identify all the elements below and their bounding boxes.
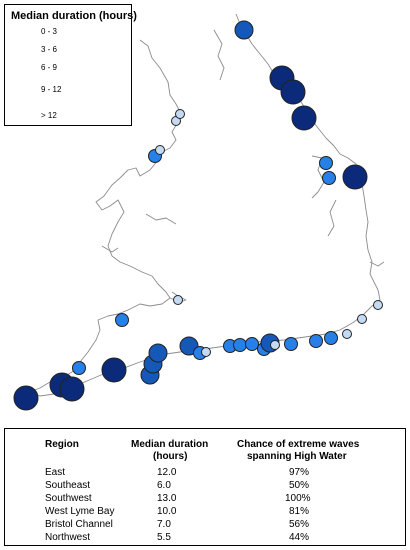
- gauge-marker: [201, 347, 211, 357]
- legend-label-class-1: 0 - 3: [41, 27, 58, 36]
- row-duration: 13.0: [157, 493, 177, 504]
- gauge-marker: [324, 331, 338, 345]
- gauge-marker: [309, 334, 323, 348]
- gauge-marker: [319, 156, 333, 170]
- gauge-marker: [291, 105, 317, 131]
- row-chance: 100%: [285, 493, 311, 504]
- row-region: Southeast: [45, 480, 91, 491]
- row-chance: 97%: [289, 467, 310, 478]
- header-chance-line2: spanning High Water: [247, 451, 347, 462]
- row-chance: 50%: [289, 480, 310, 491]
- header-duration-line1: Median duration: [131, 439, 209, 450]
- row-region: Bristol Channel: [45, 519, 113, 530]
- gauge-marker: [148, 343, 168, 363]
- row-region: East: [45, 467, 66, 478]
- coastline: [29, 13, 385, 397]
- legend-label-class-3: 6 - 9: [41, 63, 58, 72]
- legend: Median duration (hours) 0 - 3 3 - 6 6 - …: [4, 4, 137, 126]
- legend-title: Median duration (hours): [11, 10, 137, 22]
- gauge-marker: [173, 295, 183, 305]
- gauge-marker: [234, 20, 254, 40]
- row-chance: 81%: [289, 506, 310, 517]
- gauge-marker: [101, 357, 127, 383]
- row-duration: 7.0: [157, 519, 171, 530]
- row-duration: 10.0: [157, 506, 177, 517]
- gauge-marker: [233, 338, 247, 352]
- gauge-marker: [13, 385, 39, 411]
- legend-label-class-5: > 12: [41, 111, 57, 120]
- row-chance: 44%: [289, 532, 310, 543]
- header-duration-line2: (hours): [153, 451, 188, 462]
- row-duration: 5.5: [157, 532, 171, 543]
- legend-label-class-4: 9 - 12: [41, 85, 62, 94]
- gauge-marker: [280, 79, 306, 105]
- gauge-marker: [155, 145, 165, 155]
- gauge-marker: [342, 164, 368, 190]
- gauge-marker: [72, 361, 86, 375]
- gauge-marker: [373, 300, 383, 310]
- gauge-marker: [115, 313, 129, 327]
- map-area: Median duration (hours) 0 - 3 3 - 6 6 - …: [4, 4, 385, 411]
- gauge-marker: [175, 109, 185, 119]
- region-summary-table: Region Median duration (hours) Chance of…: [4, 428, 406, 546]
- row-region: Southwest: [45, 493, 92, 504]
- row-duration: 12.0: [157, 467, 177, 478]
- row-region: Northwest: [45, 532, 91, 543]
- gauge-marker: [284, 337, 298, 351]
- row-duration: 6.0: [157, 480, 171, 491]
- gauge-marker: [357, 314, 367, 324]
- gauge-marker: [59, 376, 85, 402]
- gauge-marker: [342, 329, 352, 339]
- gauge-marker: [245, 337, 259, 351]
- gauge-marker: [322, 171, 336, 185]
- header-chance-line1: Chance of extreme waves: [237, 439, 360, 450]
- row-chance: 56%: [289, 519, 310, 530]
- legend-label-class-2: 3 - 6: [41, 45, 58, 54]
- row-region: West Lyme Bay: [45, 506, 115, 517]
- marker-layer: [13, 20, 383, 411]
- gauge-marker: [270, 340, 280, 350]
- header-region: Region: [45, 439, 79, 450]
